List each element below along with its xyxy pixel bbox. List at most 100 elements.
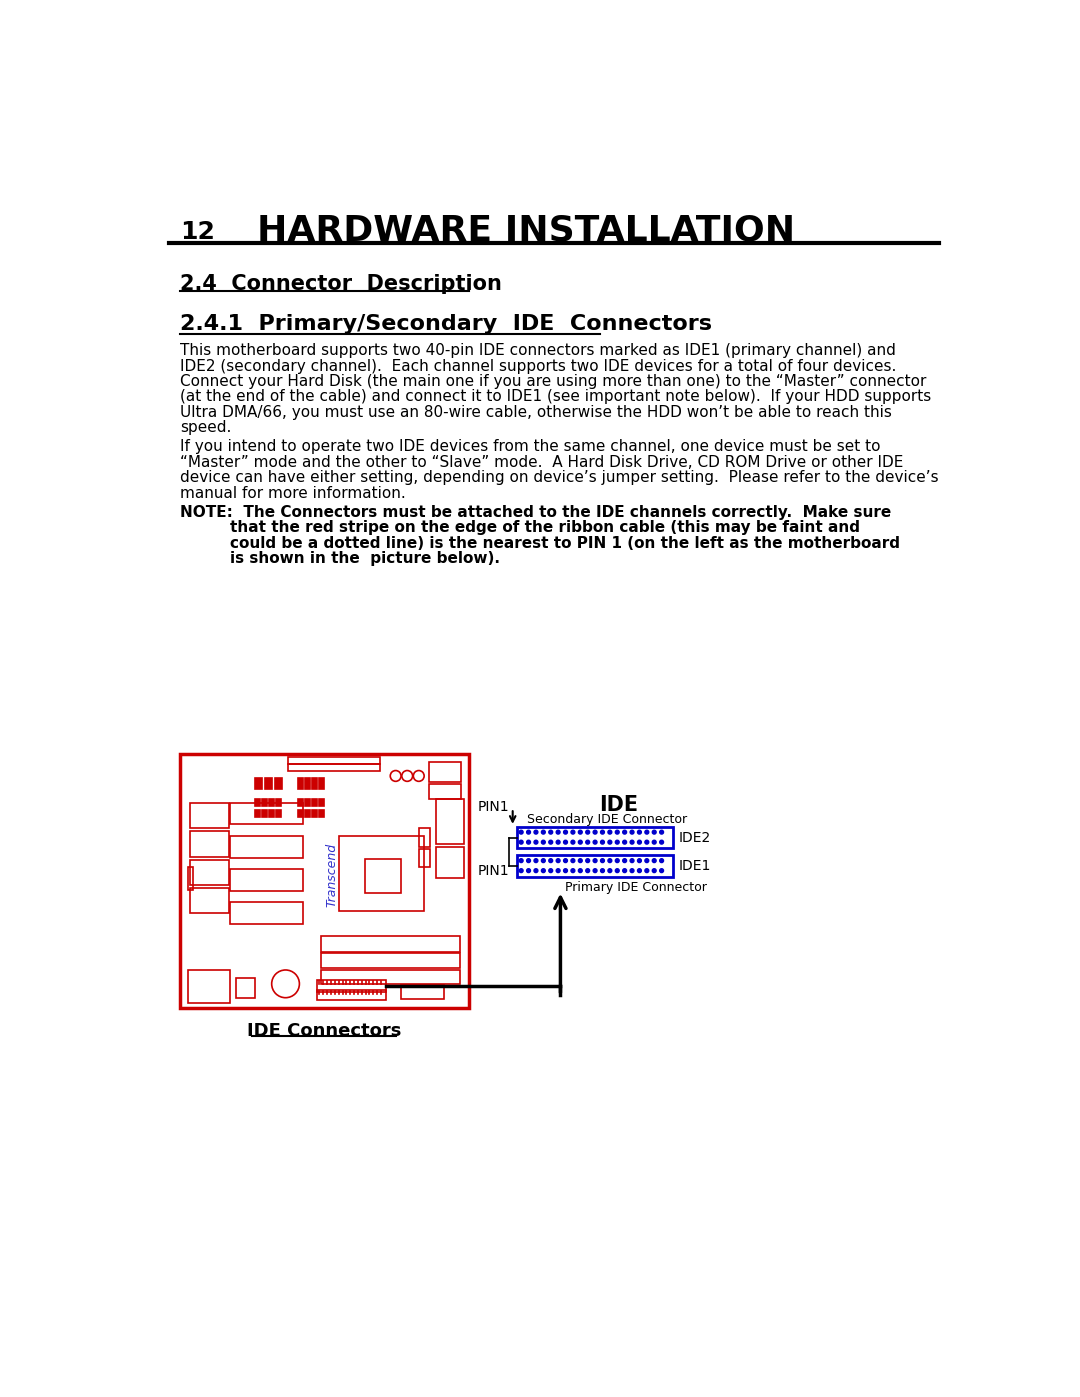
Bar bbox=[321, 953, 460, 968]
Circle shape bbox=[534, 869, 538, 873]
Bar bbox=[190, 861, 229, 886]
Text: device can have either setting, depending on device’s jumper setting.  Please re: device can have either setting, dependin… bbox=[180, 471, 939, 485]
Circle shape bbox=[527, 840, 530, 844]
Circle shape bbox=[616, 859, 619, 862]
Text: IDE: IDE bbox=[599, 795, 638, 816]
Circle shape bbox=[585, 869, 590, 873]
Bar bbox=[436, 847, 464, 877]
Circle shape bbox=[556, 830, 561, 834]
Bar bbox=[419, 849, 430, 866]
Bar bbox=[261, 810, 267, 817]
Circle shape bbox=[630, 840, 634, 844]
Bar bbox=[265, 778, 272, 789]
Text: speed.: speed. bbox=[180, 420, 231, 436]
Circle shape bbox=[593, 830, 597, 834]
Circle shape bbox=[645, 840, 649, 844]
Circle shape bbox=[623, 840, 626, 844]
Text: Transcend: Transcend bbox=[325, 842, 338, 907]
Bar bbox=[275, 799, 281, 806]
Circle shape bbox=[600, 859, 605, 862]
Circle shape bbox=[549, 840, 553, 844]
Bar bbox=[230, 835, 303, 858]
Circle shape bbox=[579, 830, 582, 834]
Circle shape bbox=[571, 840, 575, 844]
Bar bbox=[365, 859, 401, 893]
Circle shape bbox=[541, 859, 545, 862]
Bar bbox=[339, 835, 424, 911]
Circle shape bbox=[660, 830, 663, 834]
Bar bbox=[319, 799, 324, 806]
Circle shape bbox=[637, 869, 642, 873]
Circle shape bbox=[585, 840, 590, 844]
Bar bbox=[274, 778, 282, 789]
Circle shape bbox=[541, 840, 545, 844]
Circle shape bbox=[593, 869, 597, 873]
Bar bbox=[321, 970, 460, 983]
Text: IDE2: IDE2 bbox=[678, 831, 711, 845]
Text: PIN1: PIN1 bbox=[477, 799, 510, 813]
Circle shape bbox=[549, 869, 553, 873]
Text: (at the end of the cable) and connect it to IDE1 (see important note below).  If: (at the end of the cable) and connect it… bbox=[180, 390, 931, 404]
Bar bbox=[255, 799, 260, 806]
Bar bbox=[188, 866, 193, 890]
Circle shape bbox=[630, 830, 634, 834]
Text: IDE Connectors: IDE Connectors bbox=[247, 1023, 402, 1041]
Circle shape bbox=[564, 859, 567, 862]
Circle shape bbox=[600, 869, 605, 873]
Circle shape bbox=[600, 840, 605, 844]
Circle shape bbox=[660, 869, 663, 873]
Bar bbox=[318, 979, 387, 992]
Bar bbox=[321, 936, 460, 951]
Bar bbox=[298, 778, 303, 789]
Text: 2.4.1  Primary/Secondary  IDE  Connectors: 2.4.1 Primary/Secondary IDE Connectors bbox=[180, 314, 712, 334]
Bar bbox=[298, 810, 303, 817]
Bar bbox=[237, 978, 255, 997]
Circle shape bbox=[652, 869, 657, 873]
Circle shape bbox=[630, 869, 634, 873]
Circle shape bbox=[616, 830, 619, 834]
Text: Connect your Hard Disk (the main one if you are using more than one) to the “Mas: Connect your Hard Disk (the main one if … bbox=[180, 374, 927, 388]
Circle shape bbox=[534, 830, 538, 834]
Circle shape bbox=[593, 840, 597, 844]
Bar bbox=[318, 990, 387, 1000]
Circle shape bbox=[556, 859, 561, 862]
Text: This motherboard supports two 40-pin IDE connectors marked as IDE1 (primary chan: This motherboard supports two 40-pin IDE… bbox=[180, 344, 896, 358]
Bar bbox=[401, 985, 444, 999]
Text: IDE1: IDE1 bbox=[678, 859, 711, 873]
Text: PIN1: PIN1 bbox=[477, 863, 510, 877]
Bar bbox=[190, 888, 229, 914]
Bar bbox=[288, 764, 380, 771]
Circle shape bbox=[652, 830, 657, 834]
Circle shape bbox=[571, 830, 575, 834]
Circle shape bbox=[600, 830, 605, 834]
Text: If you intend to operate two IDE devices from the same channel, one device must : If you intend to operate two IDE devices… bbox=[180, 440, 880, 454]
Circle shape bbox=[534, 859, 538, 862]
Circle shape bbox=[519, 859, 523, 862]
Circle shape bbox=[534, 840, 538, 844]
Text: 12: 12 bbox=[180, 219, 215, 244]
Circle shape bbox=[623, 830, 626, 834]
Circle shape bbox=[556, 840, 561, 844]
Circle shape bbox=[608, 830, 611, 834]
Bar bbox=[436, 799, 464, 844]
Circle shape bbox=[630, 859, 634, 862]
Bar bbox=[517, 827, 673, 848]
Circle shape bbox=[616, 869, 619, 873]
Circle shape bbox=[608, 869, 611, 873]
Bar bbox=[419, 828, 430, 847]
Text: is shown in the  picture below).: is shown in the picture below). bbox=[230, 550, 500, 566]
Circle shape bbox=[541, 830, 545, 834]
Bar bbox=[255, 778, 261, 789]
Circle shape bbox=[616, 840, 619, 844]
Text: manual for more information.: manual for more information. bbox=[180, 486, 406, 500]
Circle shape bbox=[585, 859, 590, 862]
Circle shape bbox=[660, 859, 663, 862]
Circle shape bbox=[556, 869, 561, 873]
Bar bbox=[298, 799, 303, 806]
Circle shape bbox=[623, 869, 626, 873]
Bar bbox=[190, 803, 229, 828]
Bar bbox=[230, 803, 303, 824]
Circle shape bbox=[571, 859, 575, 862]
Circle shape bbox=[637, 859, 642, 862]
Circle shape bbox=[527, 859, 530, 862]
